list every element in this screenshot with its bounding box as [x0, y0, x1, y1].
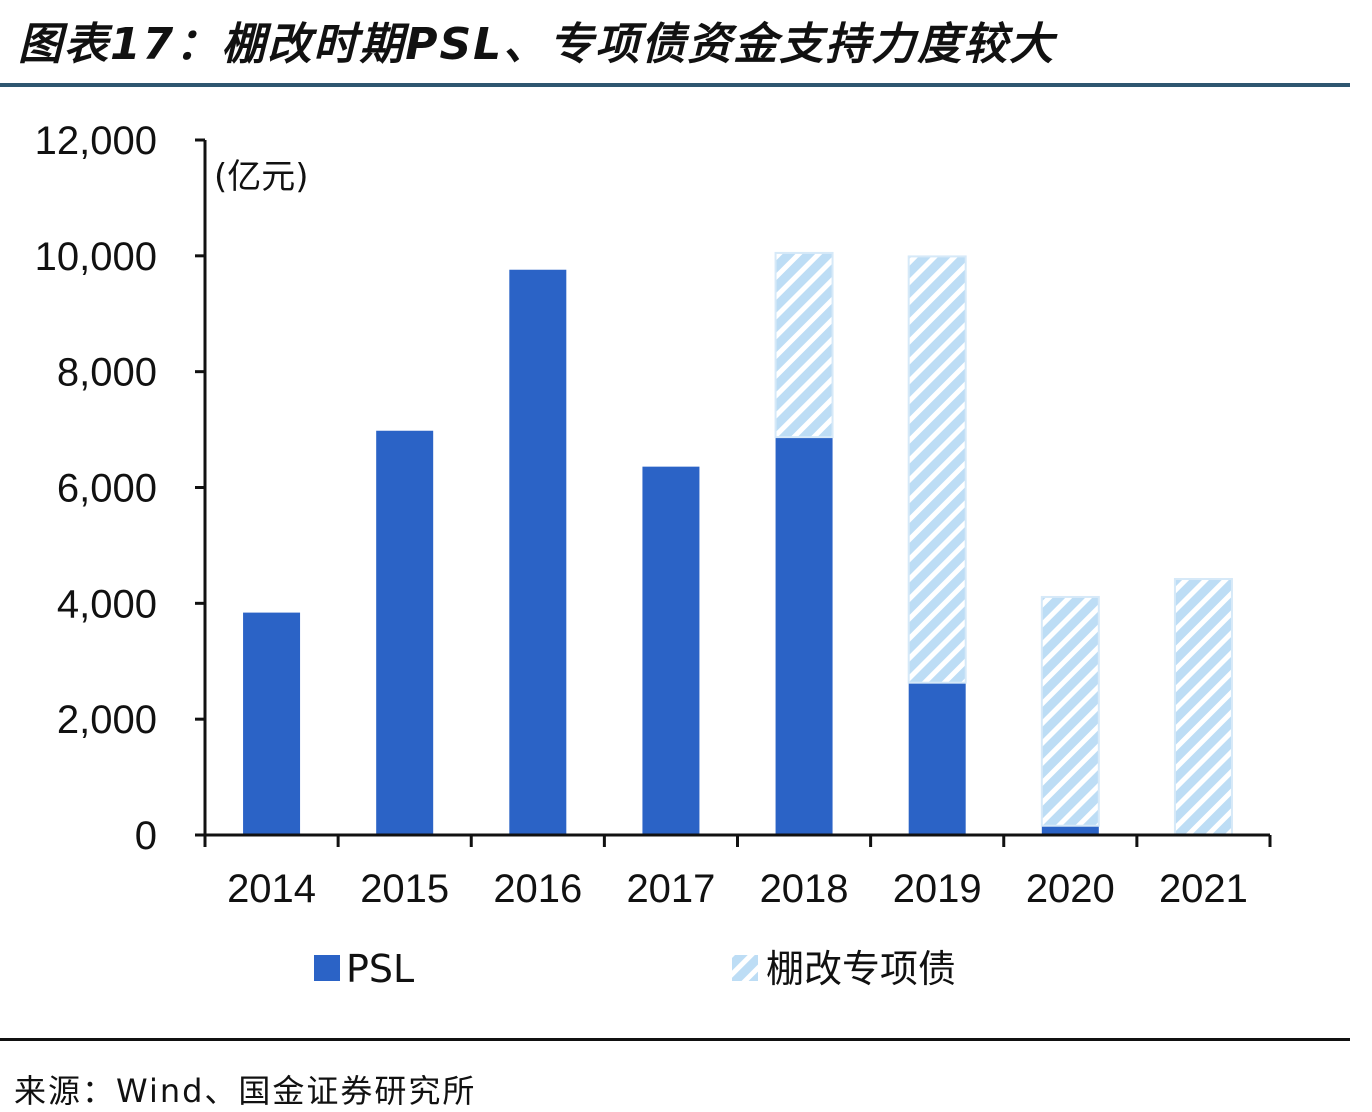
x-tick-label: 2018 — [760, 867, 849, 911]
legend-swatch-psl — [314, 955, 340, 981]
bar-bond-2019 — [907, 255, 967, 684]
legend: PSL 棚改专项债 — [314, 947, 956, 991]
x-tick-label: 2015 — [360, 867, 449, 911]
x-tick-label: 2020 — [1026, 867, 1115, 911]
x-tick-label: 2017 — [626, 867, 715, 911]
title-rule — [0, 83, 1350, 87]
bar-psl-2018 — [775, 437, 833, 835]
bar-psl-2015 — [376, 430, 434, 835]
bar-psl-2017 — [642, 466, 700, 835]
bar-bond-2018 — [774, 251, 834, 439]
y-tick-label: 10,000 — [35, 235, 157, 279]
legend-label-bond: 棚改专项债 — [766, 947, 956, 991]
bar-psl-2014 — [243, 612, 301, 835]
x-tick-label: 2019 — [893, 867, 982, 911]
y-tick-label: 8,000 — [57, 351, 157, 395]
footer-rule — [0, 1038, 1350, 1041]
bar-psl-2019 — [908, 682, 966, 835]
bar-chart: 0 2,000 4,000 6,000 8,000 10,000 12,000 2014 20… — [35, 119, 1272, 991]
bar-bond-2020 — [1040, 595, 1100, 827]
y-tick-label: 2,000 — [57, 698, 157, 742]
source-note: 来源：Wind、国金证券研究所 — [14, 1072, 477, 1110]
bar-psl-2020 — [1041, 825, 1099, 835]
x-tick-label: 2014 — [227, 867, 316, 911]
bar-psl-2016 — [509, 269, 567, 835]
unit-label: (亿元) — [214, 157, 309, 197]
legend-swatch-bond — [732, 955, 758, 981]
y-tick-label: 12,000 — [35, 119, 157, 163]
x-tick-label: 2016 — [493, 867, 582, 911]
figure-title: 图表17：棚改时期PSL、专项债资金支持力度较大 — [18, 19, 1056, 70]
y-tick-label: 0 — [135, 814, 157, 858]
y-tick-label: 6,000 — [57, 467, 157, 511]
bar-bond-2021 — [1173, 578, 1233, 837]
y-tick-label: 4,000 — [57, 582, 157, 626]
x-tick-label: 2021 — [1159, 867, 1248, 911]
legend-label-psl: PSL — [346, 947, 414, 991]
